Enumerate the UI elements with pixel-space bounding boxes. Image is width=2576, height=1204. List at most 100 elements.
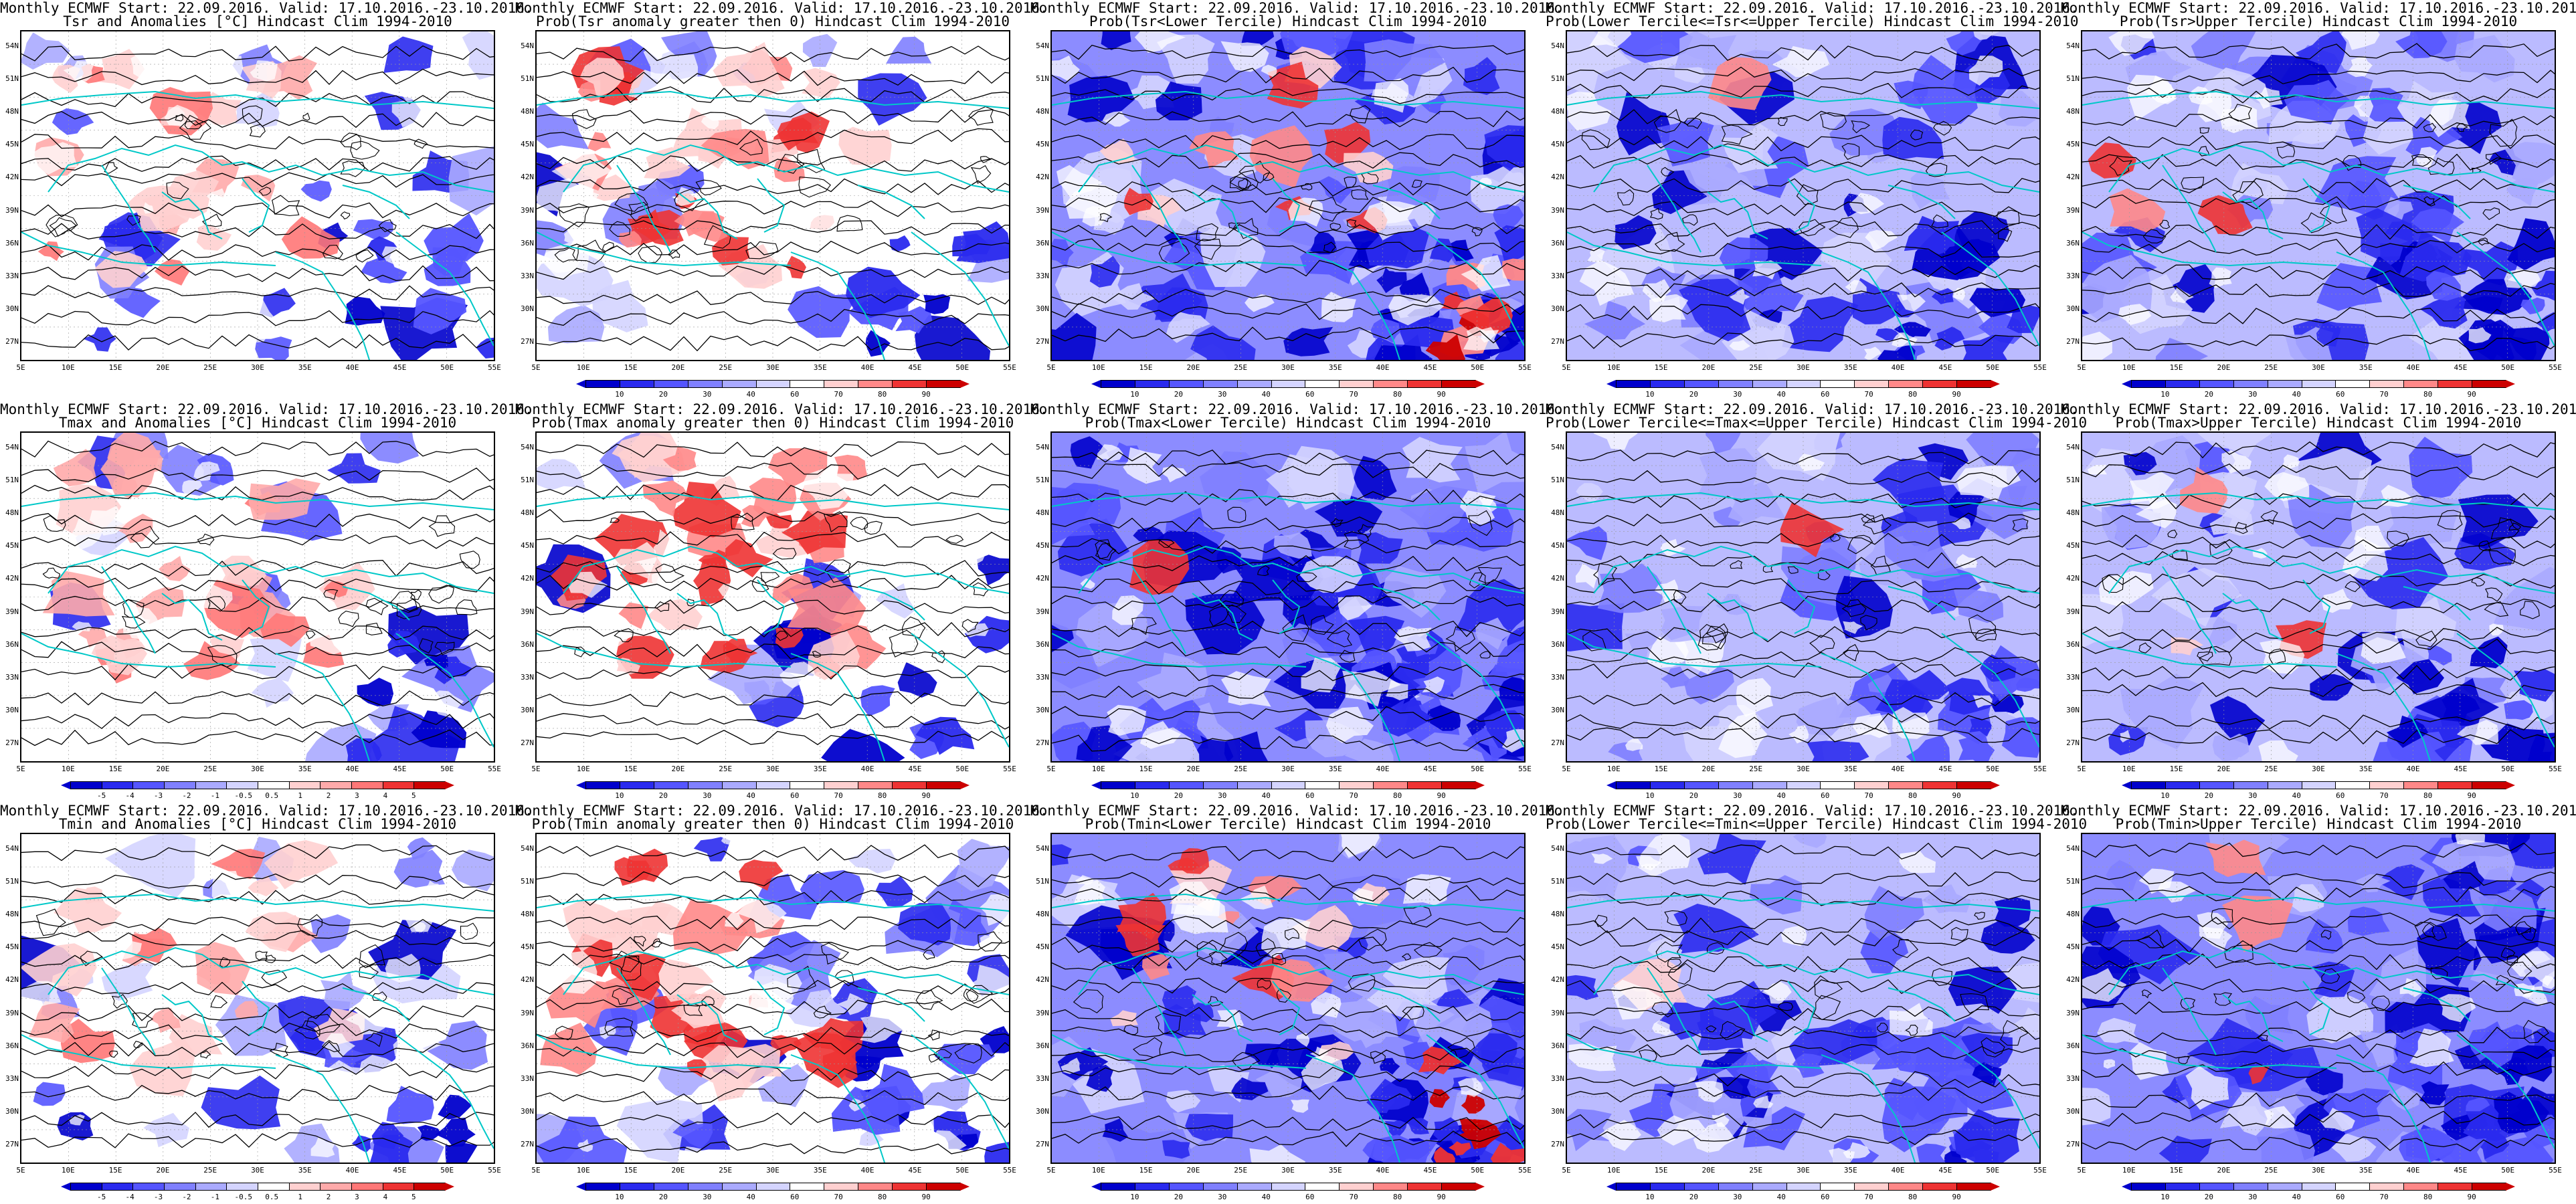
longitude-label: 50E bbox=[1471, 765, 1485, 773]
colorbar-low-arrow bbox=[2122, 1183, 2131, 1191]
latitude-label: 45N bbox=[2066, 942, 2080, 952]
map-panel: Monthly ECMWF Start: 22.09.2016. Valid: … bbox=[2061, 0, 2576, 401]
longitude-label: 40E bbox=[1376, 765, 1390, 773]
colorbar-tick-label: 10 bbox=[1130, 1193, 1139, 1201]
temperature-field-map bbox=[1052, 31, 1524, 360]
colorbar-tick-label: 40 bbox=[1261, 1193, 1271, 1201]
colorbar-swatch bbox=[1820, 380, 1855, 388]
colorbar-tick-label: 60 bbox=[790, 390, 800, 399]
latitude-label: 36N bbox=[2066, 238, 2080, 247]
latitude-label: 48N bbox=[1551, 107, 1564, 116]
longitude-label: 45E bbox=[1423, 363, 1437, 372]
latitude-label: 54N bbox=[5, 41, 19, 50]
colorbar-swatch bbox=[1101, 380, 1135, 388]
colorbar-tick-label: 20 bbox=[2204, 791, 2213, 800]
colorbar-swatch bbox=[858, 380, 893, 388]
longitude-label: 25E bbox=[719, 363, 733, 372]
colorbar-swatch bbox=[1441, 781, 1476, 789]
longitude-label: 30E bbox=[766, 1166, 779, 1175]
map-frame bbox=[1566, 30, 2041, 361]
longitude-label: 35E bbox=[813, 363, 827, 372]
latitude-label: 27N bbox=[1036, 738, 1049, 747]
colorbar bbox=[2122, 781, 2515, 789]
colorbar-tick-label: 10 bbox=[2160, 390, 2170, 399]
colorbar-swatch bbox=[824, 1183, 859, 1191]
longitude-label: 30E bbox=[251, 1166, 264, 1175]
longitude-label: 55E bbox=[2549, 1166, 2562, 1175]
colorbar-swatch bbox=[2131, 1183, 2166, 1191]
colorbar-high-arrow bbox=[2506, 380, 2515, 388]
colorbar-tick-label: 30 bbox=[1218, 791, 1227, 800]
colorbar-tick-label: 70 bbox=[1864, 1193, 1873, 1201]
colorbar-swatch bbox=[288, 781, 321, 789]
longitude-label: 45E bbox=[908, 765, 922, 773]
colorbar-swatch bbox=[1922, 380, 1958, 388]
longitude-label: 55E bbox=[488, 363, 501, 372]
longitude-label: 55E bbox=[1518, 1166, 1532, 1175]
latitude-label: 30N bbox=[1551, 304, 1564, 313]
longitude-label: 5E bbox=[1046, 1166, 1056, 1175]
latitude-label: 27N bbox=[5, 336, 19, 346]
longitude-label: 20E bbox=[671, 363, 685, 372]
longitude-label: 50E bbox=[440, 363, 454, 372]
map-frame bbox=[2081, 833, 2556, 1164]
latitude-label: 33N bbox=[521, 271, 534, 280]
colorbar-swatch bbox=[2335, 781, 2371, 789]
colorbar-swatch bbox=[2437, 781, 2473, 789]
colorbar-swatch bbox=[2233, 781, 2268, 789]
longitude-label: 45E bbox=[393, 1166, 407, 1175]
latitude-label: 54N bbox=[1036, 443, 1049, 452]
map-frame bbox=[535, 30, 1010, 361]
latitude-label: 54N bbox=[1551, 844, 1564, 853]
latitude-label: 48N bbox=[1036, 910, 1049, 919]
colorbar-swatch bbox=[2335, 380, 2371, 388]
latitude-label: 42N bbox=[5, 574, 19, 583]
colorbar-swatch bbox=[1888, 781, 1924, 789]
colorbar-low-arrow bbox=[1606, 1183, 1616, 1191]
colorbar-high-arrow bbox=[1475, 781, 1485, 789]
latitude-label: 45N bbox=[5, 541, 19, 550]
colorbar-swatch bbox=[413, 1183, 446, 1191]
latitude-label: 36N bbox=[2066, 639, 2080, 649]
map-panel: Monthly ECMWF Start: 22.09.2016. Valid: … bbox=[1030, 401, 1564, 803]
colorbar-swatch bbox=[1888, 380, 1924, 388]
temperature-field-map bbox=[21, 31, 494, 360]
longitude-label: 5E bbox=[531, 1166, 541, 1175]
colorbar-swatch bbox=[1718, 781, 1753, 789]
longitude-label: 20E bbox=[1186, 1166, 1200, 1175]
longitude-label: 15E bbox=[1654, 1166, 1668, 1175]
longitude-label: 40E bbox=[1891, 1166, 1905, 1175]
colorbar-swatch bbox=[1339, 380, 1374, 388]
longitude-label: 20E bbox=[671, 1166, 685, 1175]
longitude-label: 35E bbox=[298, 765, 312, 773]
latitude-label: 42N bbox=[521, 975, 534, 985]
colorbar-swatch bbox=[1956, 781, 1991, 789]
map-frame bbox=[20, 833, 495, 1164]
colorbar-tick-label: 70 bbox=[2379, 791, 2389, 800]
longitude-label: 30E bbox=[766, 363, 779, 372]
colorbar-swatch bbox=[195, 1183, 227, 1191]
longitude-label: 20E bbox=[1186, 765, 1200, 773]
colorbar-tick-label: -4 bbox=[125, 1193, 134, 1201]
colorbar-swatch bbox=[858, 1183, 893, 1191]
colorbar-swatch bbox=[2472, 380, 2506, 388]
colorbar-tick-label: 40 bbox=[746, 390, 755, 399]
longitude-label: 45E bbox=[393, 363, 407, 372]
longitude-label: 55E bbox=[2549, 363, 2562, 372]
longitude-label: 55E bbox=[1003, 1166, 1016, 1175]
latitude-label: 30N bbox=[5, 705, 19, 714]
colorbar-tick-label: 60 bbox=[790, 1193, 800, 1201]
longitude-label: 50E bbox=[1986, 363, 2000, 372]
colorbar-tick-label: 5 bbox=[411, 791, 416, 800]
colorbar-tick-label: 10 bbox=[1645, 791, 1655, 800]
longitude-label: 30E bbox=[766, 765, 779, 773]
latitude-label: 39N bbox=[1036, 205, 1049, 215]
longitude-label: 10E bbox=[1606, 363, 1621, 372]
colorbar-swatch bbox=[585, 380, 620, 388]
longitude-label: 35E bbox=[1843, 363, 1857, 372]
longitude-label: 25E bbox=[1234, 363, 1248, 372]
longitude-label: 25E bbox=[2264, 363, 2278, 372]
latitude-label: 51N bbox=[1551, 74, 1564, 84]
longitude-label: 50E bbox=[2501, 765, 2515, 773]
